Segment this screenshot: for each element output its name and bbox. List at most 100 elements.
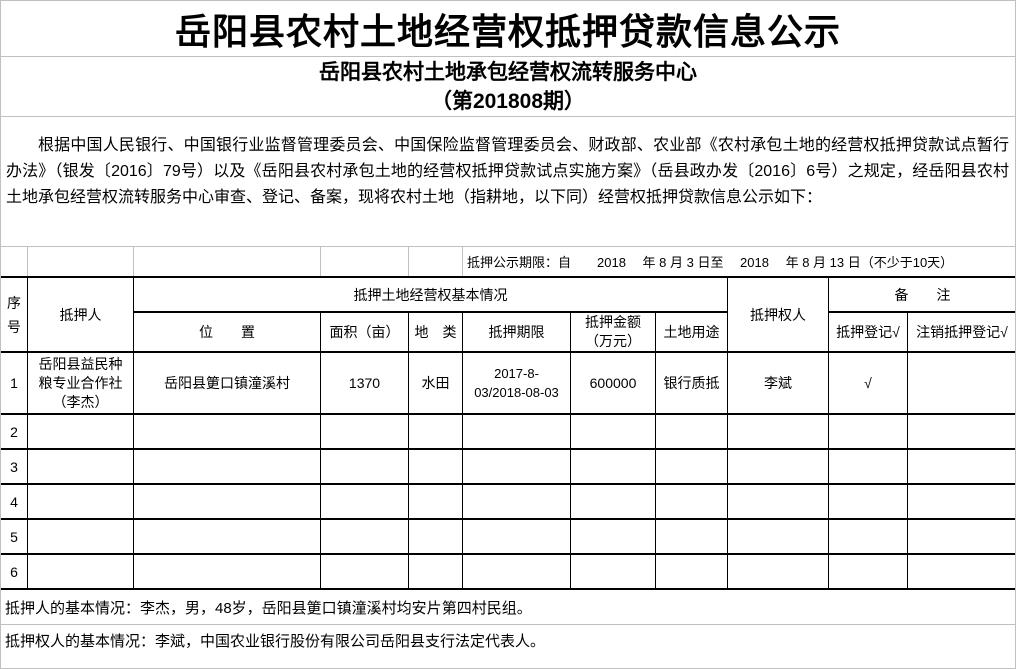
cell-mortgagor: [27, 448, 134, 485]
header-area: 面积（亩）: [320, 311, 409, 353]
cell-amount: [570, 413, 656, 450]
cell-land-type: 水田: [408, 351, 463, 415]
cell-mortgagor: [27, 553, 134, 590]
mortgagor-info-note: 抵押人的基本情况：李杰，男，48岁，岳阳县筻口镇潼溪村均安片第四村民组。: [1, 590, 1015, 625]
header-land-type: 地 类: [408, 311, 463, 353]
cell-registered-check: [828, 413, 908, 450]
publicity-period-row: 抵押公示期限：自 2018 年 8 月 3 日至 2018 年 8 月 13 日…: [1, 247, 1015, 276]
table-row: 5: [1, 518, 1015, 555]
cell-term: [462, 448, 571, 485]
header-basic-info-group: 抵押土地经营权基本情况: [133, 276, 728, 313]
cell-amount: [570, 448, 656, 485]
cell-mortgagor: [27, 413, 134, 450]
cell-seq: 6: [1, 553, 28, 590]
cell-term: [462, 553, 571, 590]
header-amount: 抵押金额 （万元）: [570, 311, 656, 353]
header-seq: 序 号: [1, 276, 28, 353]
table-row: 2: [1, 413, 1015, 450]
cell-amount: 600000: [570, 351, 656, 415]
cell-land-type: [408, 553, 463, 590]
cell-land-use: [655, 483, 728, 520]
cell-registered-check: [828, 483, 908, 520]
cell-term: 2017-8- 03/2018-08-03: [462, 351, 571, 415]
header-deregistered: 注销抵押登记√: [907, 311, 1015, 353]
cell-area: [320, 448, 409, 485]
cell-deregistered-check: [907, 448, 1015, 485]
cell-location: [133, 413, 321, 450]
table-row: 1 岳阳县益民种 粮专业合作社 （李杰） 岳阳县筻口镇潼溪村 1370 水田 2…: [1, 351, 1015, 415]
cell-registered-check: √: [828, 351, 908, 415]
cell-seq: 3: [1, 448, 28, 485]
cell-mortgagee: [727, 413, 829, 450]
cell-amount: [570, 518, 656, 555]
header-land-use: 土地用途: [655, 311, 728, 353]
cell-seq: 2: [1, 413, 28, 450]
cell-deregistered-check: [907, 351, 1015, 415]
cell-location: [133, 448, 321, 485]
intro-paragraph-block: 根据中国人民银行、中国银行业监督管理委员会、中国保险监督管理委员会、财政部、农业…: [1, 117, 1015, 247]
loan-info-table: 序 号 抵押人 抵押土地经营权基本情况 抵押权人 备 注 位 置 面积（亩） 地…: [1, 276, 1015, 590]
period-empty-cell: [1, 247, 28, 276]
period-empty-cell: [321, 247, 409, 276]
cell-area: 1370: [320, 351, 409, 415]
period-empty-cell: [134, 247, 321, 276]
cell-land-type: [408, 518, 463, 555]
cell-land-use: [655, 413, 728, 450]
cell-mortgagee: [727, 553, 829, 590]
cell-seq: 1: [1, 351, 28, 415]
cell-mortgagee: [727, 483, 829, 520]
cell-land-type: [408, 483, 463, 520]
table-row: 3: [1, 448, 1015, 485]
cell-area: [320, 553, 409, 590]
publicity-period-text: 抵押公示期限：自 2018 年 8 月 3 日至 2018 年 8 月 13 日…: [467, 255, 954, 270]
cell-deregistered-check: [907, 553, 1015, 590]
cell-mortgagor: 岳阳县益民种 粮专业合作社 （李杰）: [27, 351, 134, 415]
cell-amount: [570, 483, 656, 520]
cell-term: [462, 518, 571, 555]
subtitle-block: 岳阳县农村土地承包经营权流转服务中心 （第201808期）: [1, 57, 1015, 117]
mortgagee-info-note: 抵押权人的基本情况：李斌，中国农业银行股份有限公司岳阳县支行法定代表人。: [5, 633, 546, 650]
cell-location: [133, 518, 321, 555]
cell-land-use: [655, 448, 728, 485]
table-row: 6: [1, 553, 1015, 590]
cell-term: [462, 483, 571, 520]
cell-mortgagee: 李斌: [727, 351, 829, 415]
subtitle-issue-number: （第201808期）: [430, 89, 586, 113]
cell-deregistered-check: [907, 518, 1015, 555]
header-mortgage-term: 抵押期限: [462, 311, 571, 353]
cell-term: [462, 413, 571, 450]
cell-area: [320, 518, 409, 555]
cell-mortgagor: [27, 483, 134, 520]
cell-mortgagee: [727, 518, 829, 555]
cell-mortgagor: [27, 518, 134, 555]
cell-registered-check: [828, 518, 908, 555]
cell-land-use: [655, 553, 728, 590]
header-remark-group: 备 注: [828, 276, 1015, 313]
cell-land-type: [408, 413, 463, 450]
cell-land-type: [408, 448, 463, 485]
cell-seq: 4: [1, 483, 28, 520]
cell-deregistered-check: [907, 483, 1015, 520]
page-title: 岳阳县农村土地经营权抵押贷款信息公示: [174, 10, 841, 52]
cell-area: [320, 483, 409, 520]
cell-seq: 5: [1, 518, 28, 555]
table-row: 4: [1, 483, 1015, 520]
header-location: 位 置: [133, 311, 321, 353]
intro-paragraph: 根据中国人民银行、中国银行业监督管理委员会、中国保险监督管理委员会、财政部、农业…: [6, 137, 1009, 206]
cell-registered-check: [828, 553, 908, 590]
cell-location: 岳阳县筻口镇潼溪村: [133, 351, 321, 415]
cell-land-use: 银行质抵: [655, 351, 728, 415]
header-registered: 抵押登记√: [828, 311, 908, 353]
subtitle-organization: 岳阳县农村土地承包经营权流转服务中心: [319, 60, 697, 84]
cell-amount: [570, 553, 656, 590]
cell-area: [320, 413, 409, 450]
cell-land-use: [655, 518, 728, 555]
title-block: 岳阳县农村土地经营权抵押贷款信息公示: [1, 1, 1015, 57]
cell-location: [133, 483, 321, 520]
header-mortgagee: 抵押权人: [727, 276, 829, 353]
cell-location: [133, 553, 321, 590]
cell-deregistered-check: [907, 413, 1015, 450]
cell-registered-check: [828, 448, 908, 485]
period-empty-cell: [409, 247, 463, 276]
